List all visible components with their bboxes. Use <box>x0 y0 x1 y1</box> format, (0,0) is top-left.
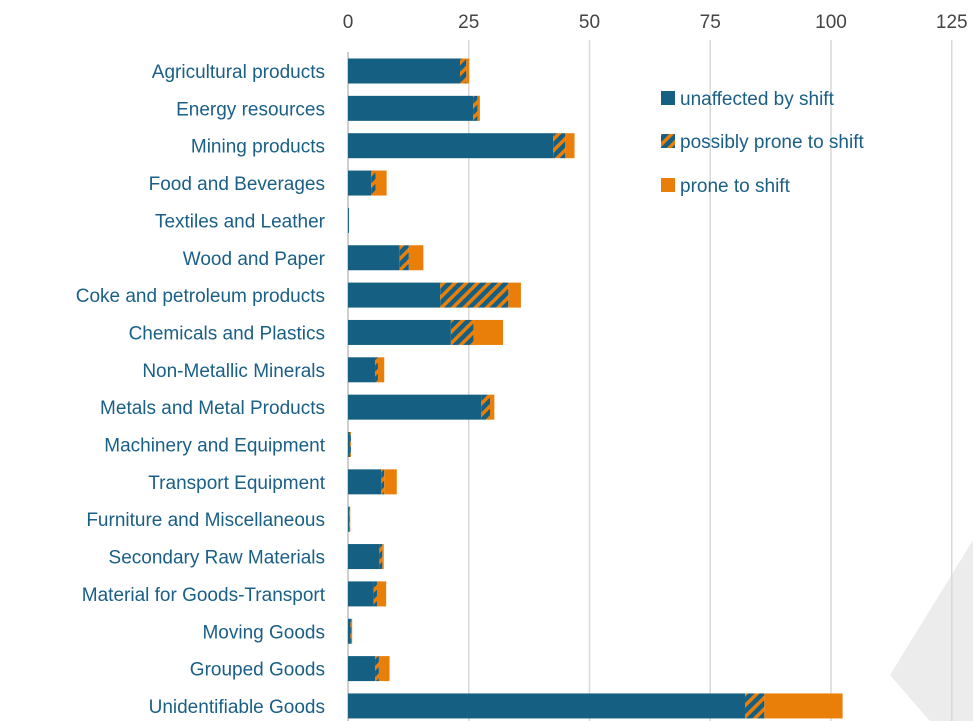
bar-furniture-and-miscellaneous-prone-to-shift <box>349 506 351 532</box>
bar-grouped-goods-possibly-prone-to-shift <box>375 656 379 682</box>
category-labels: Agricultural products Energy resources Min… <box>76 62 326 718</box>
bar-unidentifiable-goods-possibly-prone-to-shift <box>745 693 765 719</box>
bar-moving-goods-prone-to-shift <box>351 618 353 644</box>
bar-furniture-and-miscellaneous-unaffected-by-shift <box>348 506 349 532</box>
category-label: Mining products <box>191 137 325 158</box>
bar-chemicals-and-plastics-unaffected-by-shift <box>348 319 451 345</box>
bar-coke-and-petroleum-products-unaffected-by-shift <box>348 282 441 308</box>
category-label: Unidentifiable Goods <box>149 697 325 718</box>
legend-label-unaffected-by-shift: unaffected by shift <box>680 89 835 110</box>
bar-metals-and-metal-products-prone-to-shift <box>490 394 495 420</box>
category-label: Secondary Raw Materials <box>109 548 325 569</box>
bar-coke-and-petroleum-products-prone-to-shift <box>508 282 521 308</box>
category-label: Material for Goods-Transport <box>82 585 326 606</box>
category-label: Coke and petroleum products <box>76 286 325 307</box>
x-tick-label: 50 <box>579 12 600 33</box>
bar-chemicals-and-plastics-possibly-prone-to-shift <box>450 319 474 345</box>
bar-secondary-raw-materials-unaffected-by-shift <box>348 544 380 570</box>
bar-food-and-beverages-prone-to-shift <box>375 170 387 196</box>
bar-transport-equipment-unaffected-by-shift <box>348 469 382 495</box>
bar-mining-products-unaffected-by-shift <box>348 133 554 159</box>
legend-label-possibly-prone-to-shift: possibly prone to shift <box>680 132 864 153</box>
bar-moving-goods-possibly-prone-to-shift <box>350 618 352 644</box>
x-tick-label: 75 <box>700 12 721 33</box>
bar-machinery-and-equipment-unaffected-by-shift <box>348 432 350 457</box>
bar-material-for-goods-transport-possibly-prone-to-shift <box>373 581 377 607</box>
decorative-triangle <box>890 540 973 721</box>
legend-label-prone-to-shift: prone to shift <box>680 176 791 197</box>
category-label: Agricultural products <box>152 62 325 83</box>
bar-food-and-beverages-unaffected-by-shift <box>348 170 372 196</box>
bar-energy-resources-possibly-prone-to-shift <box>473 95 478 121</box>
category-label: Grouped Goods <box>190 660 325 681</box>
category-label: Food and Beverages <box>149 174 325 195</box>
category-label: Chemicals and Plastics <box>129 323 325 344</box>
bar-wood-and-paper-possibly-prone-to-shift <box>399 245 409 271</box>
grid-lines <box>468 40 953 721</box>
legend-swatch-prone-to-shift <box>661 178 675 192</box>
x-tick-label: 100 <box>815 12 847 33</box>
bar-non-metallic-minerals-possibly-prone-to-shift <box>375 357 378 383</box>
bar-metals-and-metal-products-possibly-prone-to-shift <box>481 394 491 420</box>
bar-agricultural-products-unaffected-by-shift <box>348 58 461 84</box>
bar-secondary-raw-materials-possibly-prone-to-shift <box>379 544 383 570</box>
category-label: Non-Metallic Minerals <box>142 361 325 382</box>
bar-agricultural-products-possibly-prone-to-shift <box>460 58 467 84</box>
bar-material-for-goods-transport-prone-to-shift <box>376 581 387 607</box>
legend-swatch-possibly-prone-to-shift <box>661 134 675 148</box>
category-label: Metals and Metal Products <box>100 398 325 419</box>
bar-moving-goods-unaffected-by-shift <box>348 618 351 644</box>
bars <box>348 58 843 719</box>
bar-transport-equipment-prone-to-shift <box>384 469 397 495</box>
bar-grouped-goods-unaffected-by-shift <box>348 656 376 682</box>
bar-food-and-beverages-possibly-prone-to-shift <box>371 170 376 196</box>
category-label: Furniture and Miscellaneous <box>86 510 325 531</box>
bar-wood-and-paper-prone-to-shift <box>408 245 424 271</box>
bar-agricultural-products-prone-to-shift <box>466 58 470 84</box>
bar-mining-products-possibly-prone-to-shift <box>553 133 566 159</box>
category-label: Wood and Paper <box>183 249 326 270</box>
bar-grouped-goods-prone-to-shift <box>378 656 390 682</box>
category-label: Energy resources <box>176 99 325 120</box>
bar-material-for-goods-transport-unaffected-by-shift <box>348 581 374 607</box>
bar-non-metallic-minerals-unaffected-by-shift <box>348 357 376 383</box>
bar-transport-equipment-possibly-prone-to-shift <box>381 469 385 495</box>
bar-secondary-raw-materials-prone-to-shift <box>382 544 384 570</box>
x-axis-ticks: 0 25 50 75 100 125 <box>343 12 968 33</box>
bar-non-metallic-minerals-prone-to-shift <box>377 357 385 383</box>
category-label: Transport Equipment <box>148 473 325 494</box>
x-tick-label: 125 <box>936 12 968 33</box>
bar-energy-resources-prone-to-shift <box>477 95 480 121</box>
bar-furniture-and-miscellaneous-possibly-prone-to-shift <box>348 506 350 532</box>
bar-coke-and-petroleum-products-possibly-prone-to-shift <box>440 282 509 308</box>
legend: unaffected by shift possibly prone to shi… <box>661 89 864 197</box>
bar-chemicals-and-plastics-prone-to-shift <box>473 319 504 345</box>
legend-swatch-unaffected-by-shift <box>661 91 675 105</box>
category-label: Textiles and Leather <box>155 211 326 232</box>
bar-textiles-and-leather-unaffected-by-shift <box>348 207 349 233</box>
category-label: Moving Goods <box>202 622 325 643</box>
x-tick-label: 25 <box>458 12 479 33</box>
bar-unidentifiable-goods-unaffected-by-shift <box>348 693 746 719</box>
category-label: Machinery and Equipment <box>104 436 325 457</box>
bar-machinery-and-equipment-possibly-prone-to-shift <box>349 432 351 457</box>
x-tick-label: 0 <box>343 12 354 33</box>
bar-mining-products-prone-to-shift <box>565 133 575 159</box>
bar-energy-resources-unaffected-by-shift <box>348 95 474 121</box>
bar-metals-and-metal-products-unaffected-by-shift <box>348 394 482 420</box>
bar-unidentifiable-goods-prone-to-shift <box>764 693 843 719</box>
bar-wood-and-paper-unaffected-by-shift <box>348 245 400 271</box>
